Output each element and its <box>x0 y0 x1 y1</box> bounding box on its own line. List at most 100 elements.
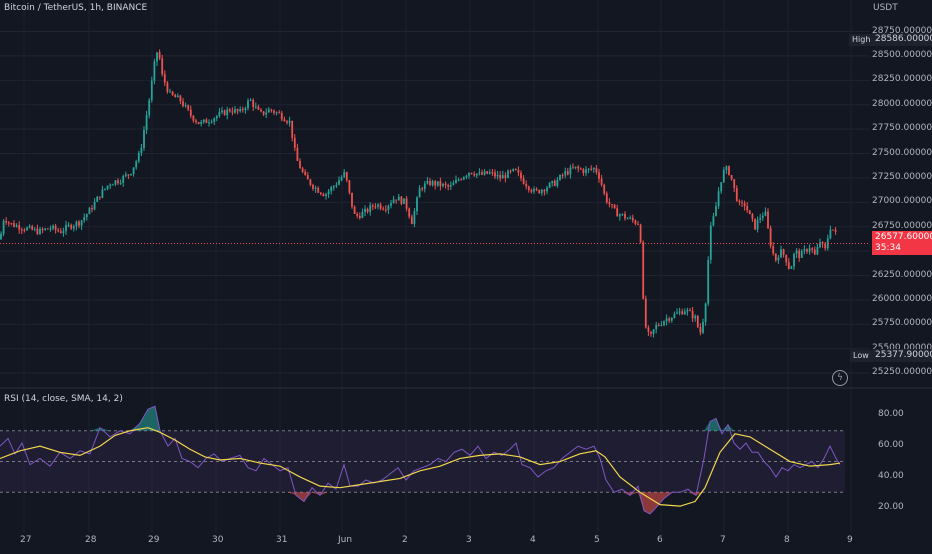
candle-body <box>621 213 624 215</box>
candle-body <box>96 196 99 202</box>
time-axis-label: 31 <box>276 535 288 545</box>
candle-body <box>595 168 598 173</box>
candle-body <box>527 186 530 190</box>
candle-body <box>325 194 327 197</box>
candle-body <box>720 182 723 192</box>
candle-body <box>52 225 54 229</box>
candle-body <box>761 215 764 218</box>
candle-body <box>548 182 551 188</box>
candle-body <box>2 220 5 234</box>
candle-body <box>348 180 351 193</box>
candle-body <box>213 118 216 122</box>
candle-body <box>499 175 502 179</box>
candle-body <box>130 173 132 176</box>
candle-body <box>195 120 197 123</box>
candle-body <box>408 208 411 217</box>
candle-body <box>457 179 460 181</box>
candle-body <box>397 196 400 201</box>
candle-body <box>613 204 616 209</box>
candle-body <box>699 327 702 333</box>
candle-body <box>647 327 650 332</box>
price-axis-label: 27500.000000 <box>872 147 932 158</box>
rsi-axis-label: 20.00 <box>878 501 904 512</box>
candle-body <box>267 109 270 113</box>
countdown-value: 35:34 <box>875 243 901 253</box>
time-axis-label: 7 <box>720 535 726 545</box>
candle-body <box>746 206 749 211</box>
candle-body <box>465 175 468 178</box>
candle-body <box>624 213 626 219</box>
candle-body <box>122 176 125 183</box>
candle-body <box>785 254 788 263</box>
candle-body <box>582 169 585 174</box>
candle-body <box>826 238 829 249</box>
candle-body <box>231 111 234 113</box>
candle-body <box>574 166 577 168</box>
candle-body <box>158 52 161 59</box>
candle-body <box>228 109 231 112</box>
candle-body <box>49 228 52 230</box>
candle-body <box>46 228 49 230</box>
time-axis-label: 4 <box>530 535 536 545</box>
candle-body <box>288 120 291 123</box>
candle-body <box>634 220 637 224</box>
price-axis-label: 25500.000000 <box>872 342 932 353</box>
candle-body <box>202 119 205 123</box>
rsi-axis-label: 80.00 <box>878 409 904 420</box>
candle-body <box>343 172 346 178</box>
candle-body <box>390 203 392 206</box>
candle-body <box>795 250 798 254</box>
candle-body <box>161 58 164 75</box>
candle-body <box>800 250 803 258</box>
candle-body <box>564 171 567 176</box>
candle-body <box>522 178 525 184</box>
candle-body <box>296 147 299 161</box>
candle-body <box>707 259 710 304</box>
candle-body <box>657 325 660 327</box>
candle-body <box>319 192 322 195</box>
candle-body <box>462 177 465 180</box>
candle-body <box>57 229 60 232</box>
candle-body <box>585 169 587 174</box>
candle-body <box>171 91 174 96</box>
candle-body <box>460 179 463 181</box>
candle-body <box>774 253 777 261</box>
candle-body <box>111 184 114 186</box>
candle-body <box>507 170 509 179</box>
candle-body <box>335 184 338 187</box>
time-axis-label: 2 <box>402 535 408 545</box>
candle-body <box>299 160 301 169</box>
candle-body <box>759 217 762 220</box>
candle-body <box>239 109 242 112</box>
candle-body <box>663 321 665 325</box>
candle-body <box>257 106 260 110</box>
candle-body <box>660 324 663 326</box>
candle-body <box>67 224 70 226</box>
candle-body <box>525 183 528 187</box>
last-price-tag: 26577.600000 35:34 <box>872 231 932 255</box>
candle-body <box>512 168 515 171</box>
candle-body <box>174 95 177 98</box>
candle-body <box>434 181 437 186</box>
candle-body <box>668 318 671 321</box>
price-axis-label: 27750.000000 <box>872 123 932 134</box>
candle-body <box>119 182 122 184</box>
candle-body <box>377 204 379 207</box>
candle-body <box>137 153 140 162</box>
price-axis-label: 28500.000000 <box>872 49 932 60</box>
candle-body <box>36 228 39 234</box>
candle-body <box>65 224 67 232</box>
candle-body <box>696 315 699 328</box>
alert-icon[interactable]: ϟ <box>832 370 848 386</box>
price-axis-label: 28750.000000 <box>872 25 932 36</box>
candle-body <box>249 99 252 101</box>
candle-body <box>782 249 785 255</box>
candle-body <box>197 122 200 125</box>
candle-body <box>109 184 112 186</box>
candle-body <box>5 220 8 223</box>
candle-body <box>7 222 10 224</box>
candle-body <box>605 193 608 203</box>
candle-body <box>787 262 790 269</box>
